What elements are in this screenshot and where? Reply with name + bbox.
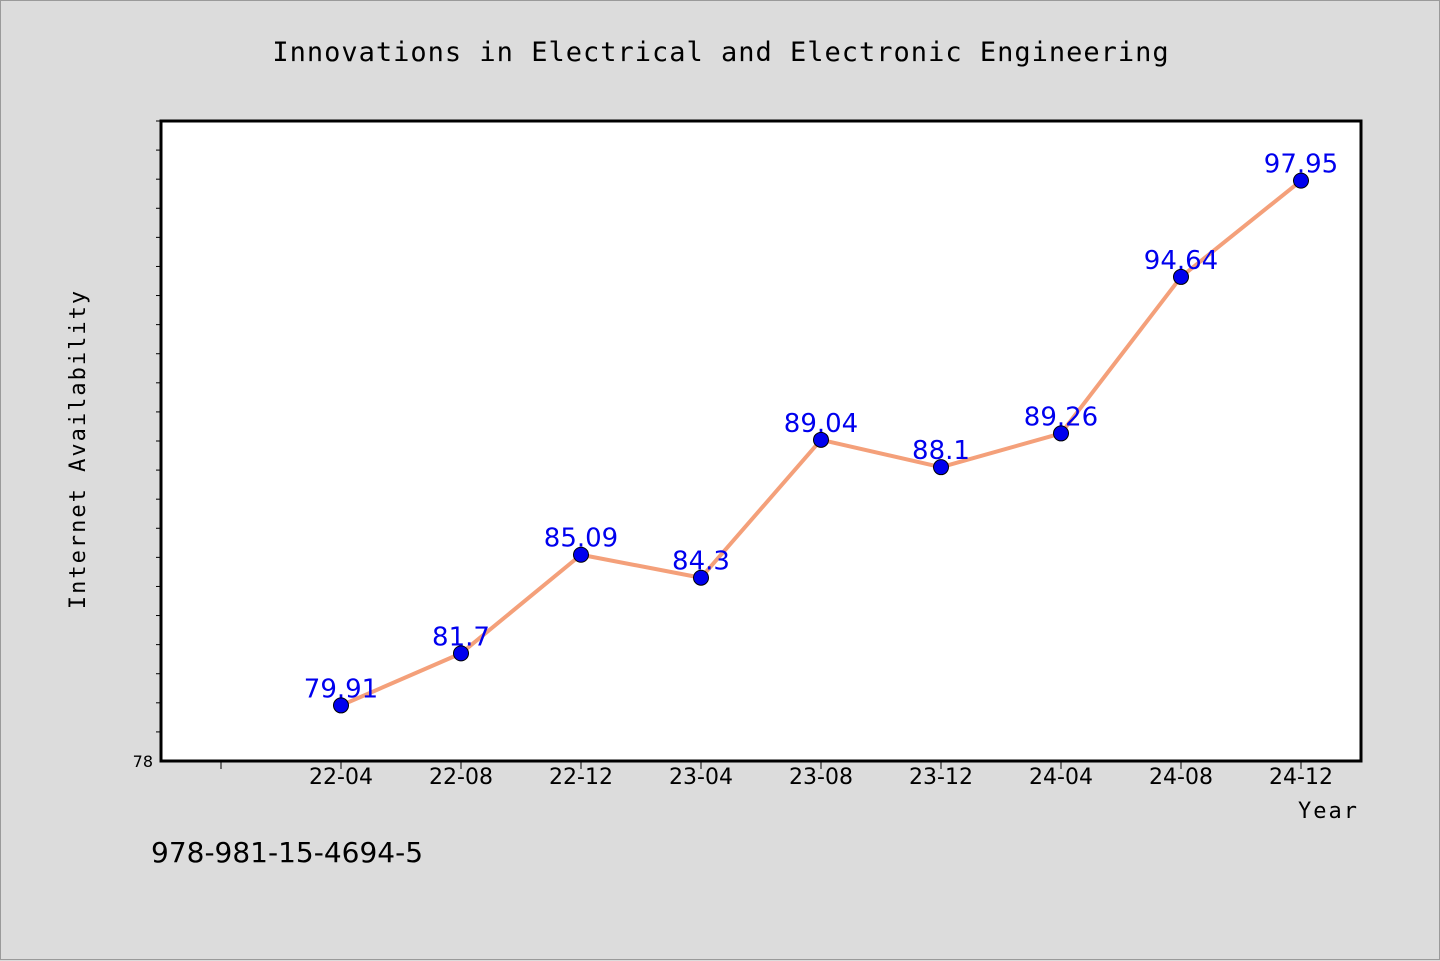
data-point (813, 431, 829, 448)
chart-title: Innovations in Electrical and Electronic… (272, 37, 1169, 68)
data-point (1053, 425, 1069, 442)
data-labels: 79.91 81.7 85.09 84.3 89.04 88.1 89.26 94.64 97.… (304, 150, 1338, 705)
x-tick-label: 24-12 (1269, 765, 1333, 790)
y-axis-ticks: 78 (133, 120, 161, 771)
data-label: 89.04 (784, 409, 858, 439)
y-tick-label: 78 (133, 752, 153, 771)
y-axis-label: Internet Availability (66, 289, 91, 609)
x-axis-ticks: 22-04 22-08 22-12 23-04 23-08 23-12 24-04 24-08… (220, 761, 1333, 790)
x-tick-label: 24-04 (1029, 765, 1093, 790)
data-point (693, 569, 709, 586)
series-layer (333, 172, 1309, 714)
x-tick-label: 22-04 (309, 765, 373, 790)
data-point (1173, 268, 1189, 285)
footer-isbn: 978-981-15-4694-5 (151, 836, 424, 869)
data-label: 84.3 (672, 547, 730, 577)
x-tick-label: 23-04 (669, 765, 733, 790)
data-label: 94.64 (1144, 246, 1218, 276)
x-axis-label: Year (1298, 799, 1359, 824)
data-label: 89.26 (1024, 402, 1098, 432)
data-point (933, 459, 949, 476)
x-tick-label: 24-08 (1149, 765, 1213, 790)
data-point (573, 546, 589, 563)
data-label: 81.7 (432, 622, 490, 652)
data-point (453, 645, 469, 662)
x-tick-label: 22-08 (429, 765, 493, 790)
data-label: 85.09 (544, 524, 618, 554)
data-point (1293, 172, 1309, 189)
data-label: 88.1 (912, 436, 970, 466)
x-tick-label: 22-12 (549, 765, 613, 790)
plot-area (159, 119, 1363, 763)
data-label: 79.91 (304, 674, 378, 704)
x-tick-label: 23-12 (909, 765, 973, 790)
data-point (333, 697, 349, 714)
x-tick-label: 23-08 (789, 765, 853, 790)
data-label: 97.95 (1264, 150, 1338, 180)
